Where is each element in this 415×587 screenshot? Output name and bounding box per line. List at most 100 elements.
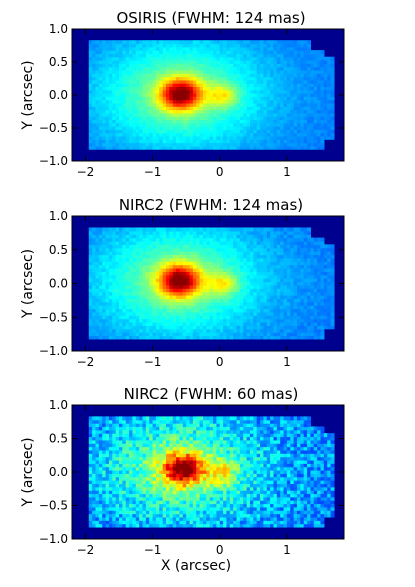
- heatmap-cell: [233, 102, 238, 107]
- heatmap-cell: [162, 86, 167, 91]
- heatmap-cell: [223, 145, 228, 150]
- heatmap-cell: [142, 332, 147, 337]
- heatmap-cell: [176, 257, 181, 262]
- heatmap-cell: [307, 93, 312, 97]
- heatmap-cell: [159, 321, 164, 326]
- heatmap-cell: [88, 284, 93, 289]
- heatmap-cell: [172, 328, 177, 333]
- heatmap-cell: [223, 254, 228, 259]
- heatmap-cell: [290, 328, 295, 333]
- heatmap-cell: [182, 66, 187, 71]
- heatmap-cell: [206, 301, 211, 306]
- heatmap-cell: [216, 43, 221, 48]
- heatmap-cell: [142, 53, 147, 58]
- heatmap-cell: [98, 480, 103, 484]
- heatmap-cell: [323, 291, 328, 296]
- heatmap-cell: [135, 145, 140, 150]
- heatmap-cell: [132, 247, 137, 252]
- heatmap-cell: [293, 311, 298, 316]
- heatmap-cell: [176, 132, 181, 137]
- heatmap-cell: [176, 244, 181, 249]
- heatmap-cell: [129, 257, 134, 262]
- heatmap-cell: [276, 267, 281, 272]
- heatmap-cell: [122, 251, 127, 256]
- heatmap-cell: [105, 142, 110, 147]
- heatmap-cell: [149, 298, 154, 303]
- heatmap-cell: [226, 126, 231, 130]
- heatmap-cell: [135, 126, 140, 130]
- heatmap-cell: [290, 244, 295, 249]
- heatmap-cell: [293, 99, 298, 104]
- heatmap-cell: [105, 483, 110, 488]
- heatmap-cell: [233, 234, 238, 239]
- heatmap-cell: [260, 244, 265, 249]
- heatmap-cell: [216, 240, 221, 245]
- heatmap-cell: [219, 60, 224, 64]
- heatmap-cell: [270, 99, 275, 104]
- heatmap-cell: [276, 308, 281, 313]
- heatmap-cell: [229, 99, 234, 104]
- heatmap-cell: [162, 116, 167, 121]
- heatmap-cell: [243, 264, 248, 269]
- heatmap-cell: [290, 281, 295, 286]
- heatmap-cell: [300, 122, 305, 127]
- heatmap-cell: [263, 83, 268, 88]
- heatmap-cell: [283, 145, 288, 150]
- heatmap-cell: [112, 291, 117, 296]
- heatmap-cell: [243, 298, 248, 303]
- heatmap-cell: [98, 469, 103, 474]
- heatmap-cell: [149, 308, 154, 313]
- heatmap-cell: [199, 230, 204, 235]
- heatmap-cell: [119, 294, 123, 299]
- heatmap-cell: [112, 50, 117, 55]
- heatmap-cell: [236, 278, 241, 283]
- heatmap-cell: [142, 267, 147, 272]
- heatmap-cell: [139, 298, 144, 303]
- heatmap-cell: [202, 294, 207, 299]
- heatmap-cell: [216, 281, 221, 286]
- heatmap-cell: [139, 139, 144, 144]
- heatmap-cell: [98, 234, 103, 239]
- heatmap-cell: [233, 311, 238, 316]
- heatmap-cell: [112, 321, 117, 326]
- heatmap-cell: [293, 328, 298, 333]
- heatmap-cell: [149, 86, 154, 91]
- heatmap-cell: [307, 230, 312, 235]
- heatmap-cell: [300, 305, 305, 310]
- heatmap-cell: [273, 93, 278, 97]
- heatmap-cell: [162, 278, 167, 283]
- heatmap-cell: [145, 50, 150, 55]
- heatmap-cell: [108, 234, 113, 239]
- heatmap-cell: [92, 449, 97, 454]
- heatmap-cell: [243, 308, 248, 313]
- heatmap-cell: [320, 301, 325, 306]
- heatmap-cell: [266, 129, 271, 134]
- heatmap-cell: [155, 106, 160, 111]
- heatmap-cell: [139, 234, 144, 239]
- heatmap-cell: [296, 60, 301, 64]
- heatmap-cell: [119, 281, 123, 286]
- heatmap-cell: [135, 288, 140, 293]
- heatmap-cell: [209, 135, 214, 140]
- heatmap-cell: [219, 274, 224, 279]
- heatmap-cell: [209, 109, 214, 114]
- heatmap-cell: [323, 294, 328, 299]
- heatmap-cell: [172, 142, 177, 147]
- heatmap-cell: [159, 76, 164, 81]
- heatmap-cell: [196, 76, 201, 81]
- heatmap-cell: [189, 315, 194, 320]
- heatmap-cell: [169, 298, 174, 303]
- heatmap-cell: [300, 335, 305, 340]
- heatmap-cell: [142, 237, 147, 242]
- heatmap-cell: [122, 40, 127, 45]
- heatmap-cell: [179, 254, 184, 259]
- heatmap-cell: [320, 129, 325, 134]
- heatmap-cell: [293, 247, 298, 252]
- heatmap-cell: [293, 60, 298, 64]
- heatmap-cell: [125, 227, 130, 232]
- heatmap-cell: [219, 112, 224, 117]
- heatmap-cell: [139, 267, 144, 272]
- heatmap-cell: [159, 83, 164, 88]
- heatmap-cell: [135, 251, 140, 256]
- heatmap-cell: [169, 99, 174, 104]
